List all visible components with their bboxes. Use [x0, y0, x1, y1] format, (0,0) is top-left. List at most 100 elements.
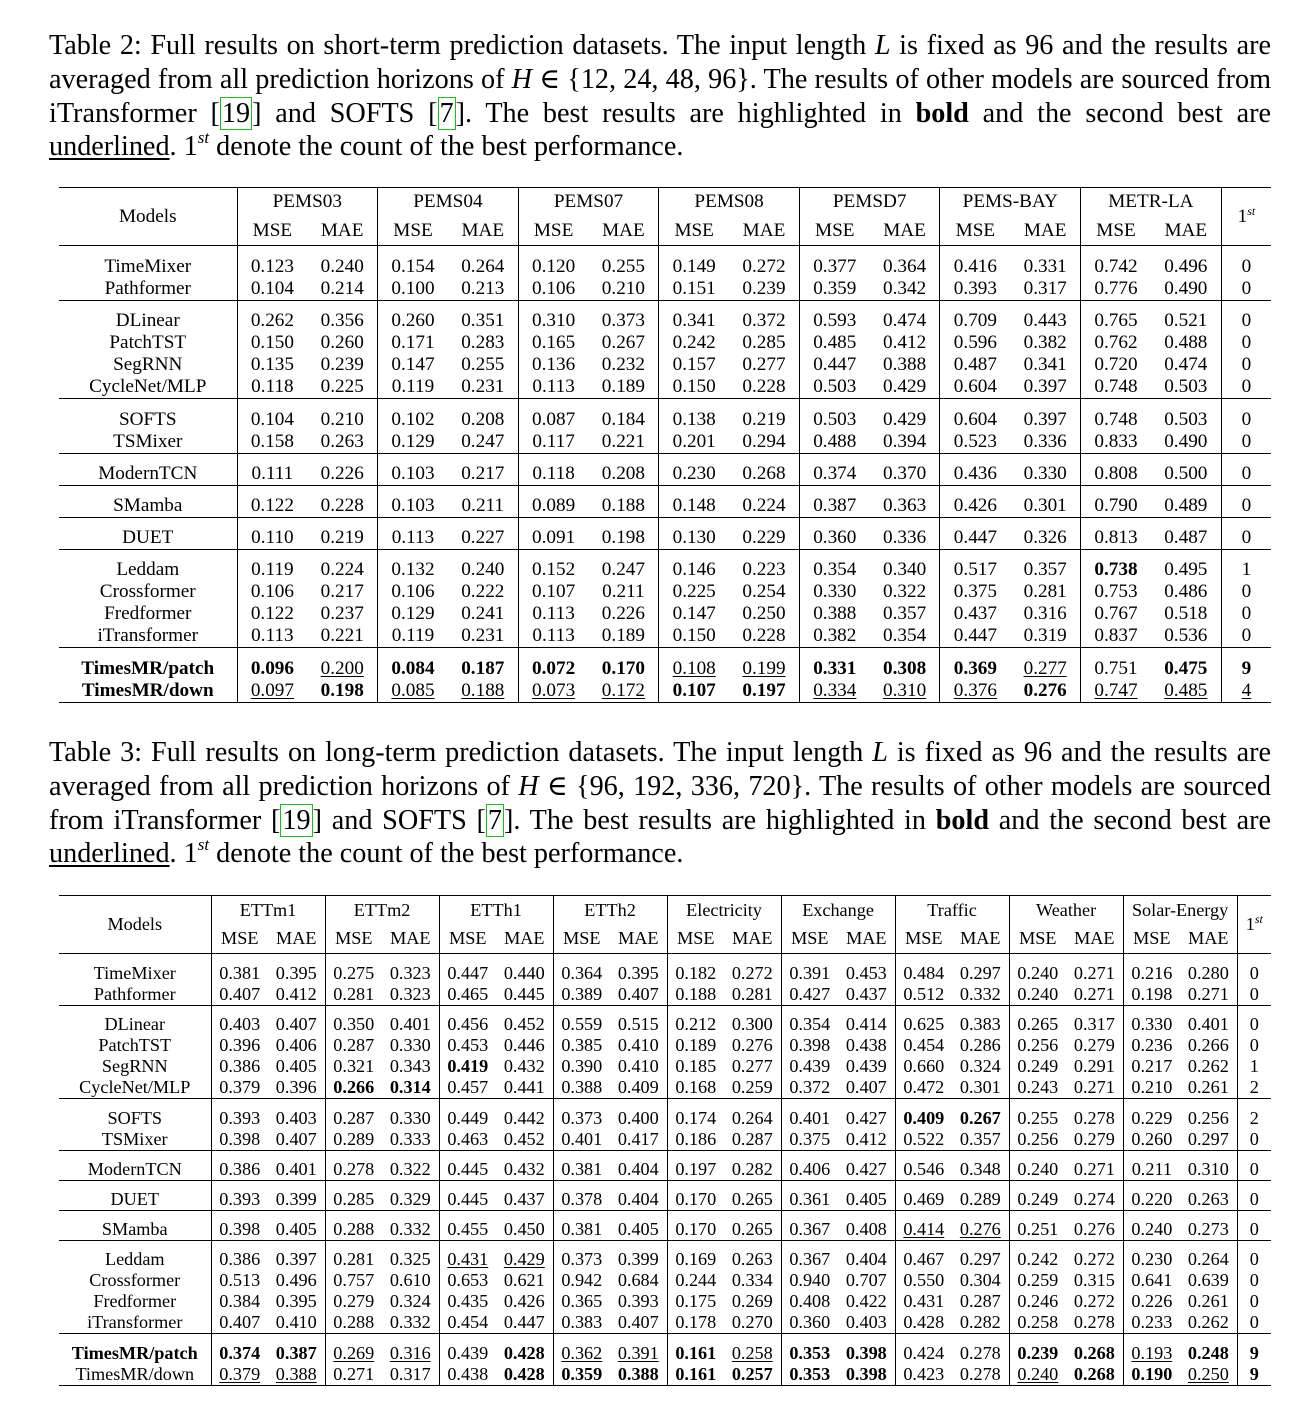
metric-cell: 0.381 — [552, 1209, 611, 1240]
metric-cell: 0.503 — [1164, 376, 1208, 397]
metric-cell: 0.186 — [666, 1128, 725, 1150]
metric-cell: 0.343 — [389, 1056, 431, 1076]
metric-cell: 0.350 — [324, 1004, 383, 1035]
metric-cell: 0.277 — [742, 354, 786, 375]
metric-cell: 0.231 — [461, 376, 505, 397]
metric-cell: 0.091 — [517, 516, 589, 549]
metric-cell: 0.373 — [588, 299, 659, 332]
table-row: DUET 0.393 0.399 0.285 0.329 0.445 0.437 0.378 0… — [59, 1179, 1272, 1210]
metric-cell: 0.297 — [952, 1239, 1010, 1270]
table-row: Leddam 0.386 0.397 0.281 0.325 0.431 0.429 0.37… — [59, 1239, 1272, 1270]
model-name: iTransformer — [97, 625, 199, 646]
metric-cell: 0.398 — [210, 1209, 268, 1240]
metric-cell: 0.279 — [1073, 1035, 1115, 1055]
metric-cell: 0.387 — [268, 1333, 326, 1364]
models-header: Models — [59, 895, 211, 954]
metric-cell: 0.230 — [1122, 1239, 1181, 1270]
dataset-header: Solar-Energy — [1122, 895, 1238, 925]
mse-header: MSE — [658, 216, 730, 246]
caption-text: is fixed as 96 and the results are avera… — [49, 737, 1271, 802]
metric-cell: 0.753 — [1080, 581, 1151, 603]
best-count: 0 — [1220, 376, 1272, 399]
metric-cell: 0.211 — [1122, 1149, 1181, 1180]
metric-cell: 0.272 — [724, 953, 782, 984]
best-count: 0 — [1220, 625, 1272, 648]
metric-cell: 0.412 — [882, 332, 927, 353]
metric-cell: 0.158 — [236, 430, 308, 453]
metric-cell: 0.403 — [845, 1312, 887, 1332]
metric-cell: 0.495 — [1150, 548, 1222, 581]
metric-cell: 0.117 — [517, 430, 589, 453]
mae-header: MAE — [1164, 219, 1208, 241]
metric-cell: 0.263 — [320, 430, 364, 452]
model-name: PatchTST — [109, 332, 187, 353]
metric-cell: 0.393 — [210, 1098, 268, 1129]
metric-cell: 0.762 — [1080, 332, 1151, 354]
caption-underline: underlined — [49, 838, 170, 870]
metric-cell: 0.225 — [320, 376, 364, 397]
metric-cell: 0.278 — [952, 1363, 1010, 1386]
metric-cell: 0.240 — [447, 548, 519, 581]
metric-cell: 0.229 — [1122, 1098, 1181, 1129]
metric-cell: 0.363 — [869, 484, 940, 517]
mae-header: MAE — [1188, 928, 1229, 949]
metric-cell: 0.157 — [658, 354, 730, 376]
metric-cell: 0.405 — [268, 1209, 326, 1240]
model-name: Pathformer — [104, 277, 191, 299]
metric-cell: 0.383 — [952, 1004, 1010, 1035]
metric-cell: 0.073 — [517, 679, 589, 703]
mae-header: MAE — [846, 928, 887, 949]
metric-cell: 0.488 — [798, 430, 870, 453]
metric-cell: 0.456 — [438, 1004, 497, 1035]
metric-cell: 0.398 — [210, 1128, 268, 1150]
metric-cell: 0.267 — [601, 332, 645, 353]
citation-link[interactable]: 19 — [280, 803, 313, 837]
table-row: SOFTS 0.104 0.210 0.102 0.208 0.087 0.184 0.138… — [59, 398, 1272, 431]
metric-cell: 0.330 — [798, 581, 870, 603]
model-name: SegRNN — [101, 1056, 168, 1076]
metric-cell: 0.326 — [1010, 516, 1081, 549]
metric-cell: 0.776 — [1080, 277, 1151, 300]
metric-cell: 0.546 — [894, 1149, 953, 1180]
metric-cell: 0.330 — [382, 1098, 440, 1129]
metric-cell: 0.372 — [780, 1077, 839, 1099]
metric-cell: 0.426 — [939, 484, 1011, 517]
metric-cell: 0.240 — [1008, 1149, 1067, 1180]
dataset-header: PEMS08 — [658, 187, 800, 217]
caption-text: and the second best are — [989, 804, 1271, 836]
metric-cell: 0.400 — [610, 1098, 668, 1129]
metric-cell: 0.522 — [894, 1128, 953, 1150]
metric-cell: 0.308 — [869, 647, 940, 680]
metric-cell: 0.453 — [438, 1035, 497, 1056]
metric-cell: 0.407 — [268, 1004, 326, 1035]
metric-cell: 0.278 — [1073, 1312, 1115, 1332]
best-count: 0 — [1236, 1179, 1272, 1210]
metric-cell: 0.222 — [461, 581, 505, 602]
models-header: Models — [59, 187, 237, 246]
metric-cell: 0.262 — [1187, 1312, 1229, 1332]
metric-cell: 0.170 — [588, 647, 659, 680]
metric-cell: 0.813 — [1080, 516, 1151, 549]
best-count: 1 — [1220, 548, 1272, 581]
table-3: Models ETTm1 ETTm2 ETTh1 ETTh2 Electricity Exc… — [59, 895, 1272, 1386]
metric-cell: 0.084 — [377, 647, 448, 680]
mse-header: MSE — [939, 216, 1011, 246]
best-count: 0 — [1220, 516, 1272, 549]
metric-cell: 0.268 — [729, 452, 800, 485]
metric-cell: 0.150 — [658, 625, 730, 648]
metric-cell: 0.322 — [382, 1149, 440, 1180]
table-row: Crossformer 0.106 0.217 0.106 0.222 0.107 0.21… — [59, 581, 1272, 603]
best-count: 0 — [1236, 1239, 1272, 1270]
citation-link[interactable]: 7 — [485, 803, 504, 837]
metric-cell: 0.406 — [780, 1149, 839, 1180]
metric-cell: 0.388 — [268, 1363, 326, 1386]
metric-cell: 0.208 — [588, 452, 659, 485]
metric-cell: 0.266 — [324, 1077, 383, 1099]
best-count: 0 — [1220, 398, 1272, 431]
metric-cell: 0.488 — [1164, 332, 1208, 353]
metric-cell: 0.833 — [1080, 430, 1151, 453]
metric-cell: 0.250 — [742, 603, 786, 624]
metric-cell: 0.409 — [894, 1098, 953, 1129]
citation-link[interactable]: 19 — [219, 96, 253, 130]
citation-link[interactable]: 7 — [437, 96, 456, 130]
